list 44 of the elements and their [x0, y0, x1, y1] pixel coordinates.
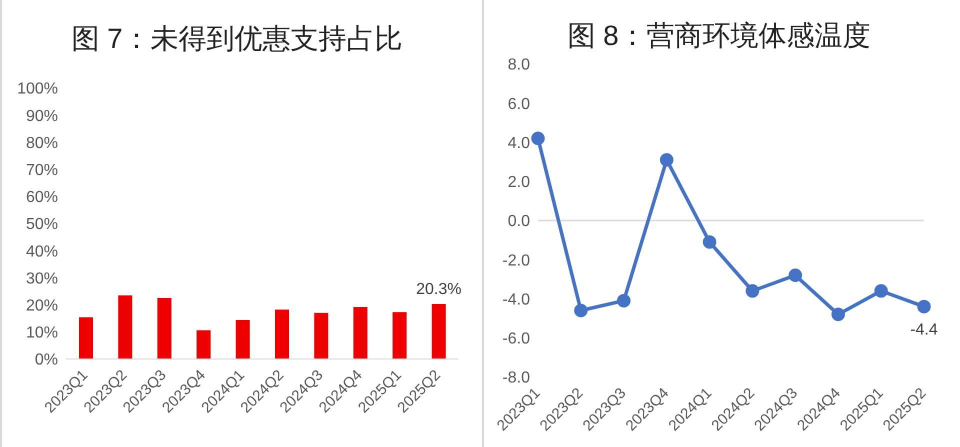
- chart-title: 图 8：营商环境体感温度: [566, 19, 872, 52]
- y-tick-label: 8.0: [508, 56, 530, 74]
- y-tick-label: 50%: [26, 216, 58, 234]
- point: [874, 284, 888, 298]
- bar: [432, 304, 446, 359]
- data-label: 20.3%: [416, 280, 462, 298]
- bar: [353, 306, 368, 359]
- y-tick-label: 2.0: [508, 174, 530, 192]
- bar: [157, 298, 172, 359]
- bar: [392, 312, 407, 359]
- bar: [196, 330, 211, 359]
- point: [831, 308, 845, 322]
- y-tick-label: 20%: [26, 297, 58, 314]
- y-tick-label: 40%: [26, 243, 58, 260]
- bar: [118, 295, 132, 359]
- point: [917, 300, 931, 314]
- y-tick-label: 60%: [26, 189, 58, 206]
- y-tick-label: -6.0: [502, 330, 530, 348]
- point: [702, 235, 716, 249]
- y-tick-label: 0.0: [508, 213, 530, 230]
- y-tick-label: -8.0: [502, 370, 530, 387]
- y-tick-label: 10%: [26, 324, 58, 342]
- y-tick-label: -4.0: [502, 291, 530, 308]
- y-tick-label: 100%: [17, 80, 58, 98]
- point: [788, 268, 802, 282]
- y-tick-label: -2.0: [502, 252, 530, 270]
- point: [617, 294, 631, 308]
- data-label: -4.4: [910, 322, 938, 339]
- bar: [275, 310, 289, 359]
- y-tick-label: 70%: [26, 162, 58, 179]
- y-tick-label: 4.0: [508, 134, 530, 152]
- bar: [79, 317, 93, 359]
- point: [660, 153, 674, 167]
- point: [531, 132, 545, 146]
- bar: [236, 320, 250, 359]
- y-tick-label: 6.0: [508, 96, 530, 113]
- bar: [314, 312, 328, 359]
- y-tick-label: 90%: [26, 108, 58, 125]
- y-tick-label: 80%: [26, 134, 58, 152]
- y-tick-label: 30%: [26, 270, 58, 288]
- point: [746, 284, 760, 298]
- point: [574, 304, 588, 318]
- chart-title: 图 7：未得到优惠支持占比: [70, 22, 404, 56]
- y-tick-label: 0%: [34, 352, 58, 369]
